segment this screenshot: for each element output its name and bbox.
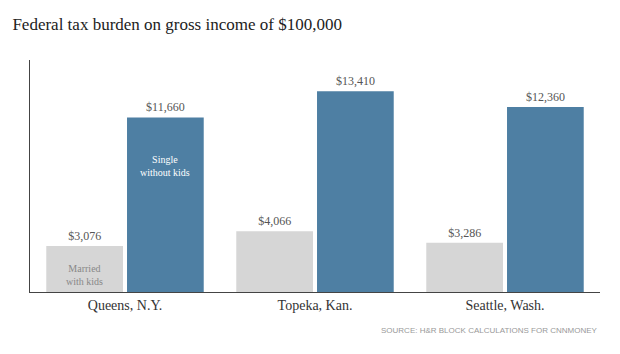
svg-text:$3,286: $3,286 [448, 226, 481, 240]
svg-text:Seattle, Wash.: Seattle, Wash. [465, 298, 544, 313]
svg-text:$11,660: $11,660 [146, 100, 185, 114]
svg-text:Topeka, Kan.: Topeka, Kan. [278, 298, 353, 313]
svg-text:$3,076: $3,076 [68, 229, 101, 243]
svg-text:Queens, N.Y.: Queens, N.Y. [88, 298, 162, 313]
svg-text:Federal tax burden on gross in: Federal tax burden on gross income of $1… [12, 15, 342, 34]
svg-text:Marriedwith kids: Marriedwith kids [66, 263, 103, 287]
svg-text:$4,066: $4,066 [258, 214, 291, 228]
svg-text:Singlewithout kids: Singlewithout kids [140, 154, 190, 178]
svg-text:SOURCE: H&R BLOCK CALCULATIONS: SOURCE: H&R BLOCK CALCULATIONS FOR CNNMO… [381, 326, 598, 335]
svg-text:$13,410: $13,410 [336, 74, 375, 88]
svg-text:$12,360: $12,360 [526, 90, 565, 104]
